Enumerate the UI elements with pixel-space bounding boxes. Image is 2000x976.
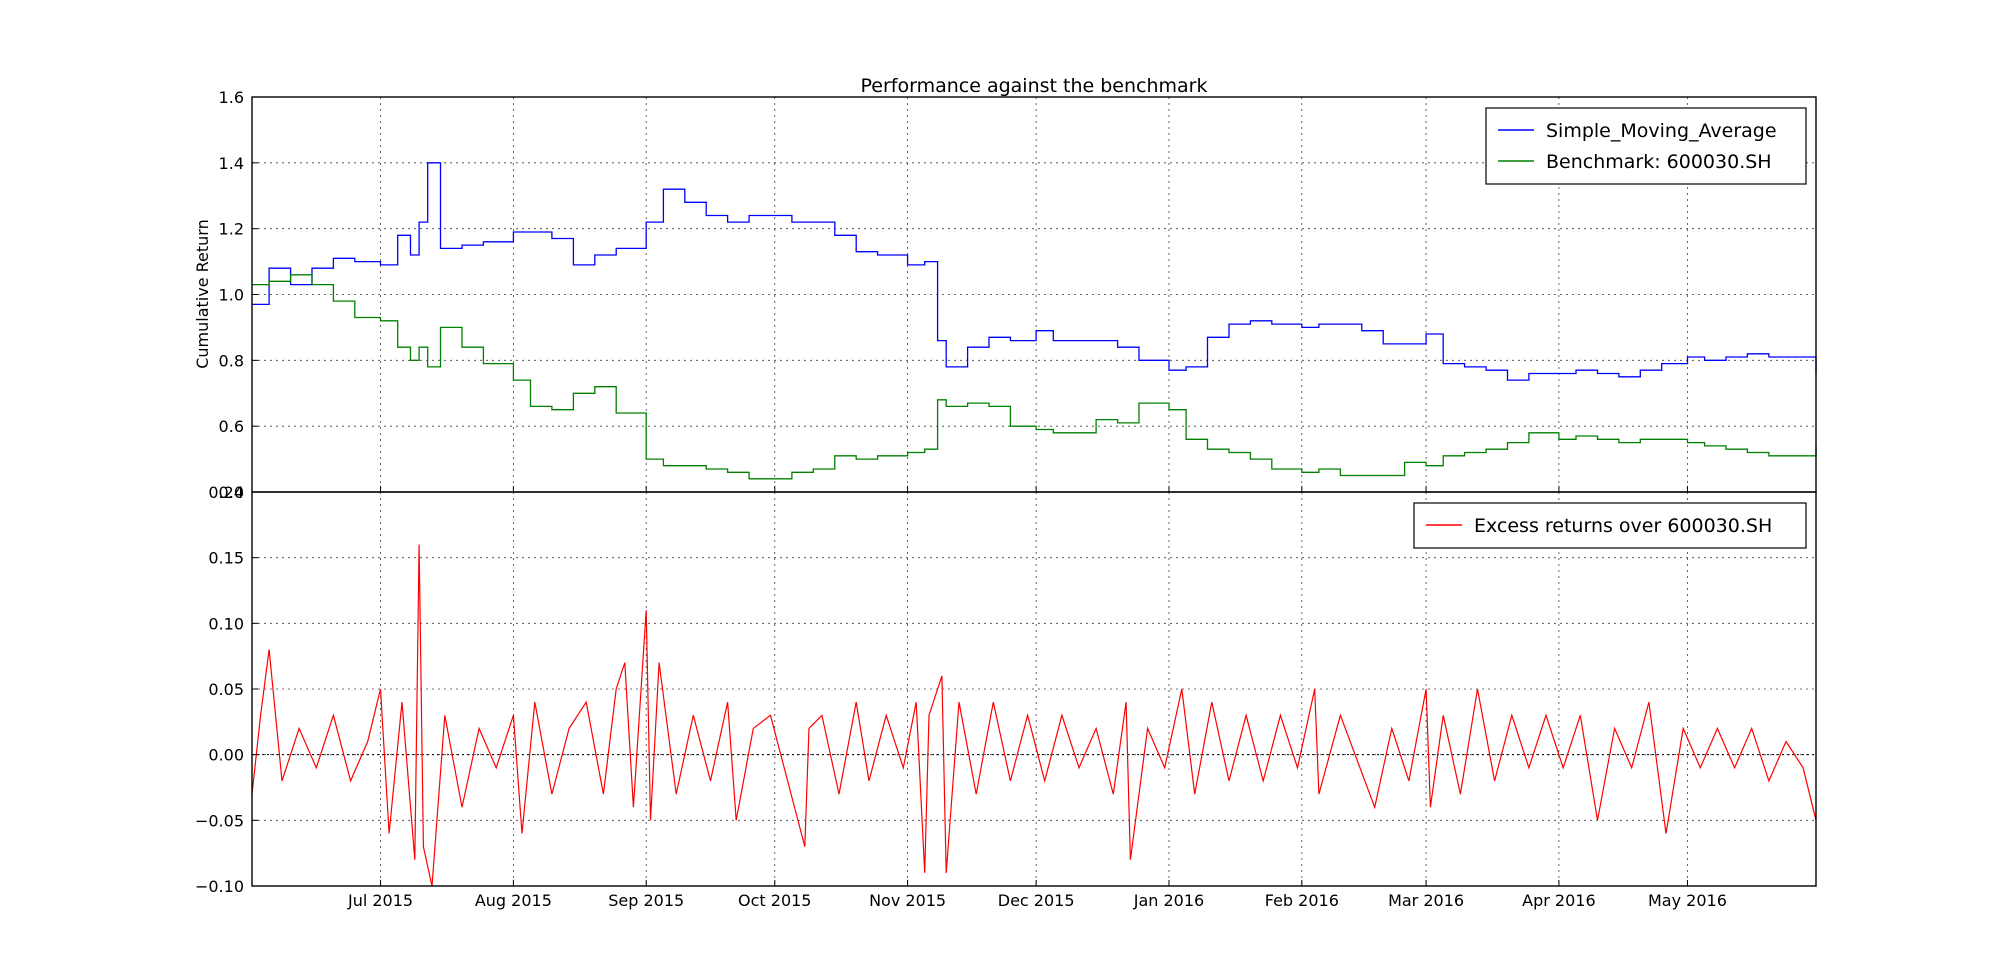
- top-y-tick-label: 1.0: [219, 286, 244, 305]
- top-y-tick-label: 0.8: [219, 351, 244, 370]
- x-ticks: Jul 2015 Aug 2015 Sep 2015 Oct 2015 Nov 2015…: [347, 891, 1727, 910]
- bottom-legend-box: [1413, 502, 1807, 549]
- series-line-excess: [251, 544, 1817, 887]
- bottom-y-tick-label: 0.05: [208, 680, 244, 699]
- top-y-tick-label: 0.4: [219, 483, 244, 502]
- top-y-ticks: 0.4 0.6 0.8 1.0 1.2 1.4 1.6: [219, 88, 258, 502]
- x-tick-label: Dec 2015: [998, 891, 1075, 910]
- bottom-series-lines: [251, 544, 1817, 887]
- bottom-y-tick-label: 0.20: [208, 483, 244, 502]
- x-tick-label: Nov 2015: [869, 891, 946, 910]
- x-tick-label: Mar 2016: [1388, 891, 1464, 910]
- series-line-0: [252, 162, 1817, 381]
- top-gridlines: [252, 97, 1816, 492]
- x-tick-label: Jul 2015: [347, 891, 413, 910]
- bottom-y-tick-label: −0.05: [195, 811, 244, 830]
- top-legend: Simple_Moving_Average Benchmark: 600030.S…: [1485, 107, 1807, 185]
- x-tick-label: May 2016: [1648, 891, 1727, 910]
- top-y-tick-label: 1.4: [219, 154, 244, 173]
- bottom-y-tick-label: 0.10: [208, 614, 244, 633]
- bottom-y-tick-label: 0.15: [208, 549, 244, 568]
- x-tick-label: Sep 2015: [608, 891, 684, 910]
- x-tick-label: Aug 2015: [475, 891, 552, 910]
- x-tick-label: Oct 2015: [738, 891, 811, 910]
- top-legend-label: Benchmark: 600030.SH: [1546, 151, 1772, 173]
- bottom-y-tick-label: −0.10: [195, 877, 244, 896]
- bottom-y-ticks: 0.20 0.15 0.10 0.05 0.00 −0.05 −0.10: [195, 483, 258, 896]
- bottom-y-tick-label: 0.00: [208, 746, 244, 765]
- top-y-tick-label: 0.6: [219, 417, 244, 436]
- top-y-tick-label: 1.6: [219, 88, 244, 107]
- series-line-1: [252, 274, 1817, 480]
- top-series-lines: [252, 162, 1817, 480]
- top-legend-label: Simple_Moving_Average: [1546, 120, 1777, 142]
- bottom-panel: 0.20 0.15 0.10 0.05 0.00 −0.05 −0.10 Jul 2015 A…: [195, 483, 1817, 910]
- chart-title: Performance against the benchmark: [861, 75, 1208, 97]
- x-tick-label: Apr 2016: [1522, 891, 1595, 910]
- top-panel: 0.4 0.6 0.8 1.0 1.2 1.4 1.6 Performance agains…: [193, 75, 1817, 502]
- bottom-legend-label: Excess returns over 600030.SH: [1474, 515, 1772, 537]
- y-axis-label: Cumulative Return: [193, 219, 212, 369]
- x-tick-label: Feb 2016: [1265, 891, 1339, 910]
- x-tick-label: Jan 2016: [1133, 891, 1204, 910]
- top-legend-box: [1485, 107, 1807, 185]
- top-y-tick-label: 1.2: [219, 220, 244, 239]
- bottom-legend: Excess returns over 600030.SH: [1413, 502, 1807, 549]
